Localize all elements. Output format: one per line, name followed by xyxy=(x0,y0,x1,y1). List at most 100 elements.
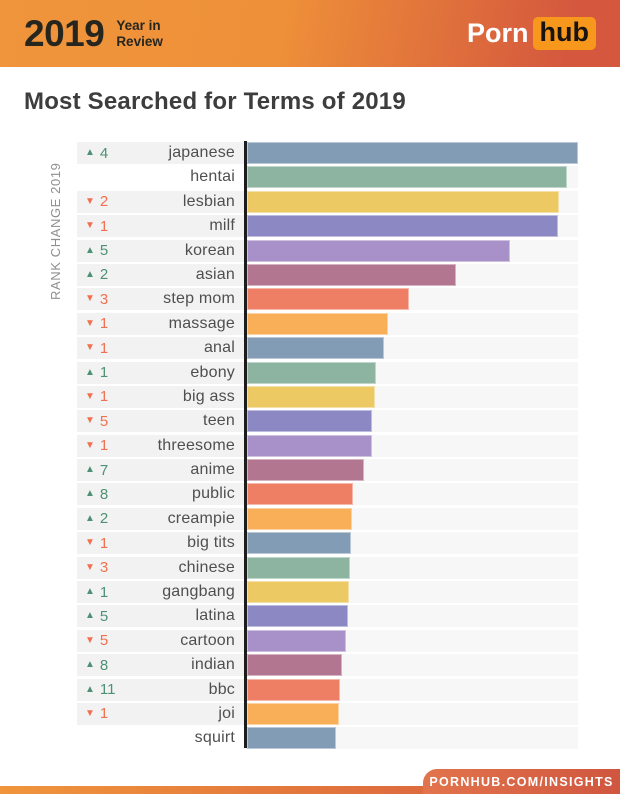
rank-change-amount: 5 xyxy=(99,632,109,650)
bar-track xyxy=(244,556,578,579)
row-label-cell: ▼ 1 joi xyxy=(77,702,244,725)
rank-change-amount: 5 xyxy=(99,242,109,260)
term-label: hentai xyxy=(190,168,235,186)
footer-strip xyxy=(0,786,620,794)
rank-change-indicator: ▲ 5 xyxy=(85,242,108,259)
term-label: lesbian xyxy=(182,192,235,210)
row-label-cell: ▲ 8 public xyxy=(77,483,244,506)
chart-row: ▲ 5 korean xyxy=(77,239,578,262)
rank-down-triangle-icon: ▼ xyxy=(85,439,95,451)
bar-track xyxy=(244,410,578,433)
rank-down-triangle-icon: ▼ xyxy=(85,415,95,427)
bar xyxy=(247,312,389,335)
bar-track xyxy=(244,142,578,164)
row-label-cell: ▼ 1 threesome xyxy=(77,434,244,457)
term-label: squirt xyxy=(194,729,235,747)
row-label-cell: ▼ 1 massage xyxy=(77,312,244,335)
bar xyxy=(247,215,558,238)
y-axis-label: RANK CHANGE 2019 xyxy=(48,162,63,300)
rank-change-amount: 7 xyxy=(99,461,109,479)
bar-track xyxy=(244,459,578,482)
bar xyxy=(247,337,385,360)
rank-change-indicator: ▼ 1 xyxy=(85,388,108,405)
rank-change-indicator: ▼ 3 xyxy=(85,559,108,576)
chart-row: ▼ 3 chinese xyxy=(77,556,578,579)
rank-up-triangle-icon: ▲ xyxy=(85,147,95,158)
term-label: massage xyxy=(168,314,235,332)
bar xyxy=(247,361,377,384)
rank-change-amount: 1 xyxy=(99,388,109,406)
bar xyxy=(247,507,352,530)
bar xyxy=(247,166,567,189)
rank-change-indicator: ▼ 5 xyxy=(85,632,108,649)
footer-badge: PORNHUB.COM/INSIGHTS xyxy=(423,769,620,794)
bar-chart: RANK CHANGE 2019 ▲ 4 japanese hentai ▼ 2 lesbi… xyxy=(48,141,578,750)
rank-change-amount: 3 xyxy=(99,290,109,308)
bar-track xyxy=(244,385,578,408)
footer-url: PORNHUB.COM/INSIGHTS xyxy=(429,774,614,789)
rank-change-amount: 1 xyxy=(99,315,109,333)
rank-change-indicator: ▲ 8 xyxy=(85,657,108,674)
bar-track xyxy=(244,532,578,555)
logo-text-porn: Porn xyxy=(467,18,529,48)
term-label: threesome xyxy=(157,436,235,454)
term-label: public xyxy=(191,485,235,503)
rank-change-indicator: ▼ 1 xyxy=(85,218,108,235)
bar-track xyxy=(244,654,578,677)
term-label: chinese xyxy=(178,558,235,576)
header-banner: 2019 Year in Review Porn hub xyxy=(0,0,620,67)
chart-row: squirt xyxy=(77,727,578,750)
term-label: cartoon xyxy=(180,631,235,649)
rank-change-indicator: ▲ 1 xyxy=(85,364,108,381)
rank-change-indicator: ▼ 1 xyxy=(85,535,108,552)
row-label-cell: ▲ 5 latina xyxy=(77,605,244,628)
rank-change-amount: 1 xyxy=(99,339,109,357)
bar xyxy=(247,532,351,555)
bar-track xyxy=(244,507,578,530)
rank-down-triangle-icon: ▼ xyxy=(85,390,95,402)
bar-track xyxy=(244,702,578,725)
rank-down-triangle-icon: ▼ xyxy=(85,317,95,329)
rank-up-triangle-icon: ▲ xyxy=(85,683,95,695)
rank-down-triangle-icon: ▼ xyxy=(85,342,95,354)
rank-change-amount: 8 xyxy=(99,485,109,503)
rank-down-triangle-icon: ▼ xyxy=(85,195,95,207)
bar-track xyxy=(244,605,578,628)
bar xyxy=(247,459,365,482)
rank-change-amount: 2 xyxy=(99,193,109,211)
chart-rows: ▲ 4 japanese hentai ▼ 2 lesbian ▼ 1 milf ▲ 5 korean ▲… xyxy=(77,141,578,750)
term-label: indian xyxy=(191,656,235,674)
rank-change-amount: 1 xyxy=(99,437,109,455)
bar xyxy=(247,410,373,433)
chart-row: ▲ 2 creampie xyxy=(77,507,578,530)
rank-change-amount: 5 xyxy=(99,607,109,625)
rank-change-amount: 11 xyxy=(99,681,116,699)
bar xyxy=(247,727,336,750)
row-label-cell: squirt xyxy=(77,727,244,750)
bar xyxy=(247,483,353,506)
bar xyxy=(247,556,350,579)
bar-track xyxy=(244,263,578,286)
bar-track xyxy=(244,629,578,652)
rank-change-indicator: ▼ 2 xyxy=(85,193,108,210)
row-label-cell: ▼ 1 anal xyxy=(77,337,244,360)
rank-change-indicator: ▲ 4 xyxy=(85,145,108,162)
term-label: gangbang xyxy=(162,583,235,601)
term-label: asian xyxy=(195,265,235,283)
term-label: anime xyxy=(190,461,235,479)
rank-up-triangle-icon: ▲ xyxy=(85,268,95,280)
chart-row: ▲ 8 indian xyxy=(77,654,578,677)
bar-track xyxy=(244,190,578,213)
row-label-cell: ▼ 2 lesbian xyxy=(77,190,244,213)
bar-track xyxy=(244,678,578,701)
chart-row: ▼ 5 cartoon xyxy=(77,629,578,652)
rank-change-amount: 5 xyxy=(99,412,109,430)
chart-row: ▼ 1 big tits xyxy=(77,532,578,555)
row-label-cell: ▲ 7 anime xyxy=(77,459,244,482)
rank-change-amount: 4 xyxy=(99,144,109,162)
bar xyxy=(247,288,410,311)
subtitle-line-1: Year in xyxy=(116,18,161,34)
rank-change-indicator: ▲ 1 xyxy=(85,584,108,601)
chart-row: ▲ 4 japanese xyxy=(77,142,578,164)
page-title: Most Searched for Terms of 2019 xyxy=(24,88,406,115)
